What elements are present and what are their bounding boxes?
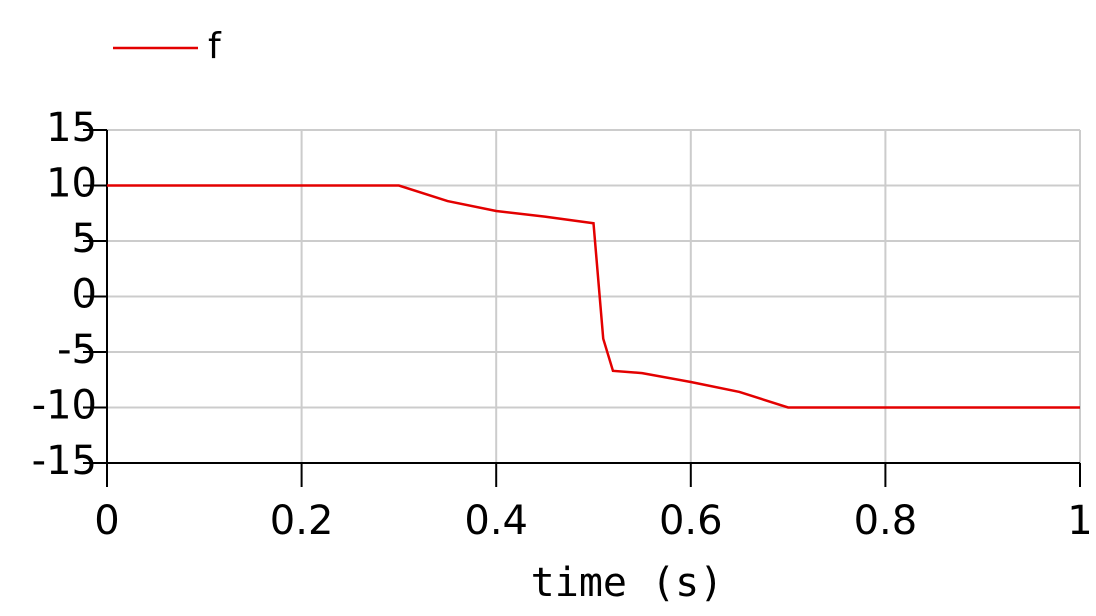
y-tick-label: -15 [32,438,97,484]
x-tick-label: 0.4 [464,498,528,544]
x-tick-label: 0.8 [854,498,918,544]
x-tick-label: 0 [94,498,119,544]
legend-label: f [208,26,222,67]
y-tick-label: -5 [57,327,97,373]
y-tick-label: 10 [46,161,97,207]
x-axis-label: time (s) [531,560,724,606]
x-tick-label: 0.2 [270,498,334,544]
y-tick-label: 5 [72,216,97,262]
y-tick-label: -10 [32,383,97,429]
x-tick-label: 1 [1067,498,1092,544]
y-tick-label: 15 [46,105,97,151]
y-tick-label: 0 [72,272,97,318]
data-line [107,184,1080,409]
x-tick-label: 0.6 [659,498,723,544]
